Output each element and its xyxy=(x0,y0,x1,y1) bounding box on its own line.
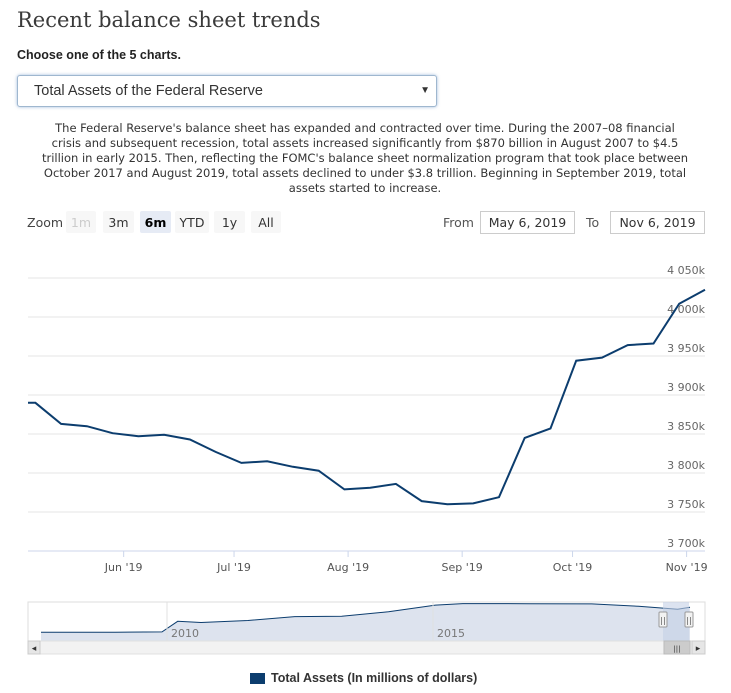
navigator-left-handle-grip: || xyxy=(660,616,665,625)
zoom-6m-button[interactable]: 6m xyxy=(140,211,171,233)
caret-left-icon: ◂ xyxy=(32,644,37,654)
y-tick-label: 3 850k xyxy=(667,420,705,433)
y-tick-label: 3 900k xyxy=(667,381,705,394)
range-to-label: To xyxy=(586,215,600,230)
zoom-1m-button[interactable]: 1m xyxy=(66,211,96,233)
zoom-label: Zoom xyxy=(27,215,64,230)
zoom-all-button[interactable]: All xyxy=(251,211,281,233)
scroll-right-button[interactable] xyxy=(691,640,706,655)
scrollbar-track[interactable] xyxy=(27,640,706,655)
caret-right-icon: ▸ xyxy=(696,644,701,654)
zoom-1y-button[interactable]: 1y xyxy=(214,211,245,233)
legend-label: Total Assets (In millions of dollars) xyxy=(271,671,478,685)
chart-description: The Federal Reserve's balance sheet has … xyxy=(41,121,689,195)
chevron-down-icon: ▼ xyxy=(420,85,430,96)
navigator-right-handle-grip: || xyxy=(686,616,691,625)
zoom-3m-button[interactable]: 3m xyxy=(103,211,134,233)
navigator[interactable]: 2010 2015 || || xyxy=(27,601,706,642)
x-tick-label: Aug '19 xyxy=(327,561,369,574)
y-tick-label: 3 950k xyxy=(667,342,705,355)
navigator-left-handle[interactable]: || xyxy=(658,611,668,628)
grid-lines xyxy=(28,277,705,552)
y-tick-label: 3 700k xyxy=(667,537,705,550)
chart-select[interactable]: Total Assets of the Federal Reserve ▼ xyxy=(17,75,437,107)
y-tick-label: 3 800k xyxy=(667,459,705,472)
chart-select-value: Total Assets of the Federal Reserve xyxy=(34,83,263,99)
navigator-label-2010: 2010 xyxy=(171,627,199,640)
navigator-label-2015: 2015 xyxy=(437,627,465,640)
navigator-series-line xyxy=(40,603,691,633)
navigator-scrollbar[interactable]: ◂ ||| ▸ xyxy=(27,640,706,655)
y-tick-label: 4 050k xyxy=(667,264,705,277)
scroll-left-button[interactable] xyxy=(27,640,41,655)
x-tick-label: Sep '19 xyxy=(442,561,483,574)
y-tick-label: 3 750k xyxy=(667,498,705,511)
chart-legend[interactable]: Total Assets (In millions of dollars) xyxy=(250,671,477,685)
zoom-ytd-button[interactable]: YTD xyxy=(175,211,209,233)
page-title: Recent balance sheet trends xyxy=(17,8,321,32)
x-tick-label: Jun '19 xyxy=(104,561,143,574)
series-line-total-assets xyxy=(28,288,706,506)
chart-chooser-label: Choose one of the 5 charts. xyxy=(17,48,181,62)
scrollbar-grip-icon: ||| xyxy=(673,645,680,653)
range-to-input[interactable]: Nov 6, 2019 xyxy=(610,211,705,234)
navigator-right-handle[interactable]: || xyxy=(684,611,694,628)
range-from-input[interactable]: May 6, 2019 xyxy=(480,211,575,234)
navigator-series-area xyxy=(41,603,690,641)
x-tick-label: Oct '19 xyxy=(553,561,593,574)
scrollbar-thumb[interactable] xyxy=(663,640,691,655)
x-tick-label: Jul '19 xyxy=(216,561,251,574)
x-axis-tick-labels: Jun '19 Jul '19 Aug '19 Sep '19 Oct '19 Nov '… xyxy=(104,551,708,574)
x-tick-label: Nov '19 xyxy=(666,561,708,574)
legend-swatch xyxy=(250,672,265,684)
range-from-label: From xyxy=(443,215,474,230)
